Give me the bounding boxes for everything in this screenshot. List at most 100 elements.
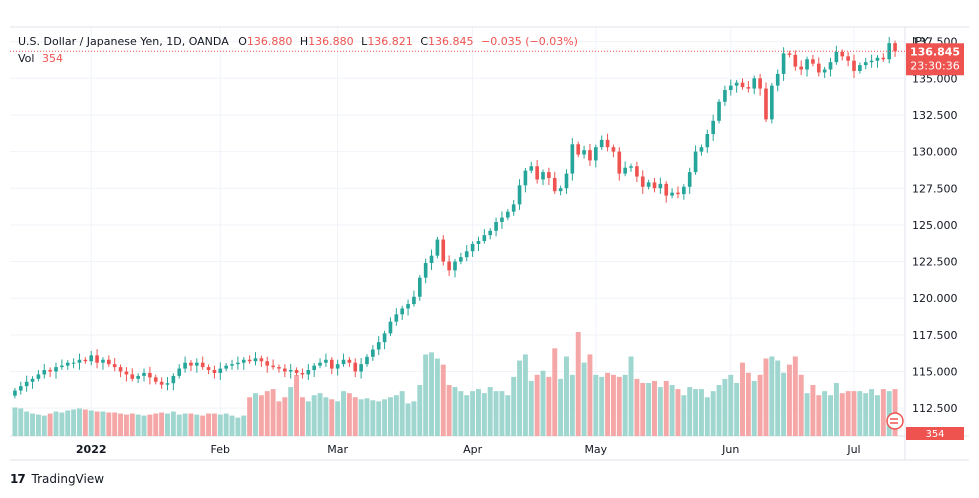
candle-body <box>629 166 633 168</box>
volume-bar <box>129 413 135 436</box>
volume-bar <box>839 393 845 436</box>
volume-bar <box>88 410 94 436</box>
candle-body <box>259 358 264 362</box>
candle-body <box>253 358 258 362</box>
volume-bar <box>229 415 235 436</box>
tradingview-brand-text: TradingView <box>31 472 105 486</box>
volume-bar <box>30 413 36 436</box>
candle-body <box>676 192 680 195</box>
volume-bar <box>165 413 170 436</box>
volume-bar <box>511 376 517 436</box>
volume-bar <box>258 395 264 436</box>
volume-bar <box>141 415 147 436</box>
volume-bar <box>323 397 329 436</box>
volume-bar <box>429 352 434 436</box>
candle-body <box>699 147 704 152</box>
tradingview-logo[interactable]: 17 TradingView <box>10 472 104 486</box>
volume-bar <box>370 400 376 436</box>
volume-bar <box>804 393 810 436</box>
volume-bar <box>546 376 552 436</box>
volume-bar <box>863 393 869 436</box>
candle-body <box>153 377 158 382</box>
volume-bar <box>822 391 828 436</box>
volume-bar <box>534 374 540 436</box>
legend-open-value: 136.880 <box>246 35 293 48</box>
y-tick-label: 112.500 <box>912 402 958 415</box>
volume-bar <box>294 374 300 436</box>
candle-body <box>711 120 715 135</box>
candle-body <box>30 378 35 382</box>
legend-volume-label[interactable]: Vol <box>18 52 35 65</box>
volume-bar <box>59 412 65 436</box>
volume-bar <box>476 389 481 436</box>
volume-bar <box>382 399 388 436</box>
candle-body <box>148 372 152 378</box>
volume-bar <box>663 380 669 436</box>
candle-body <box>206 367 211 371</box>
volume-bar <box>77 408 82 436</box>
candle-body <box>435 239 440 256</box>
volume-bar <box>112 412 118 436</box>
volume-bar <box>886 391 892 436</box>
candle-body <box>494 221 498 231</box>
volume-bar <box>675 389 681 436</box>
volume-bar <box>329 399 335 436</box>
y-tick-label: 132.500 <box>912 109 958 122</box>
y-tick-label: 125.000 <box>912 219 958 232</box>
candle-body <box>271 365 275 368</box>
candle-body <box>118 367 123 372</box>
volume-bar <box>616 376 622 436</box>
volume-bar <box>305 401 311 436</box>
candle-body <box>881 57 886 60</box>
scroll-to-realtime-button[interactable] <box>886 412 904 430</box>
candle-body <box>529 166 534 171</box>
candle-body <box>852 60 856 71</box>
volume-bar <box>247 397 253 436</box>
candle-body <box>594 147 598 161</box>
volume-bar <box>194 414 200 436</box>
volume-bar <box>628 356 634 436</box>
candle-body <box>42 370 47 375</box>
legend-main: U.S. Dollar / Japanese Yen, 1D, OANDA O1… <box>18 35 578 48</box>
volume-bar <box>12 407 18 436</box>
volume-bar <box>798 374 804 436</box>
legend-symbol[interactable]: U.S. Dollar / Japanese Yen, 1D, OANDA <box>18 35 229 48</box>
volume-bar <box>605 372 611 436</box>
legend-volume-value: 354 <box>41 52 63 65</box>
candle-body <box>770 85 774 120</box>
candle-body <box>183 362 187 369</box>
tradingview-mark-icon: 17 <box>10 472 26 486</box>
candle-body <box>142 372 146 376</box>
candle-body <box>488 230 493 236</box>
candle-body <box>89 355 94 362</box>
volume-bar <box>159 412 165 436</box>
volume-bar <box>335 401 341 436</box>
legend-volume: Vol 354 <box>18 52 63 65</box>
candle-body <box>324 359 328 363</box>
volume-bar <box>646 382 652 436</box>
volume-bar <box>288 387 294 436</box>
candle-body <box>294 370 299 373</box>
time-axis: 2022 Feb Mar Apr May Jun Jul <box>76 443 861 456</box>
volume-bar <box>505 395 511 436</box>
volume-bar <box>640 382 646 436</box>
candle-body <box>18 386 23 391</box>
volume-bar <box>704 397 710 436</box>
volume-bar <box>206 413 212 436</box>
candle-body <box>101 359 105 363</box>
volume-bar <box>123 414 129 436</box>
candle-body <box>717 101 721 121</box>
volume-bar <box>599 376 605 436</box>
candle-body <box>371 349 375 357</box>
candle-body <box>558 188 563 192</box>
volume-bar <box>182 413 188 436</box>
volume-bar <box>47 413 53 436</box>
candle-body <box>24 381 29 387</box>
legend-high-value: 136.880 <box>308 35 354 48</box>
price-badge-countdown: 23:30:36 <box>910 59 959 72</box>
volume-bar <box>851 391 857 436</box>
candle-body <box>670 192 674 196</box>
legend-low-value: 136.821 <box>367 35 413 48</box>
candle-body <box>106 359 111 365</box>
